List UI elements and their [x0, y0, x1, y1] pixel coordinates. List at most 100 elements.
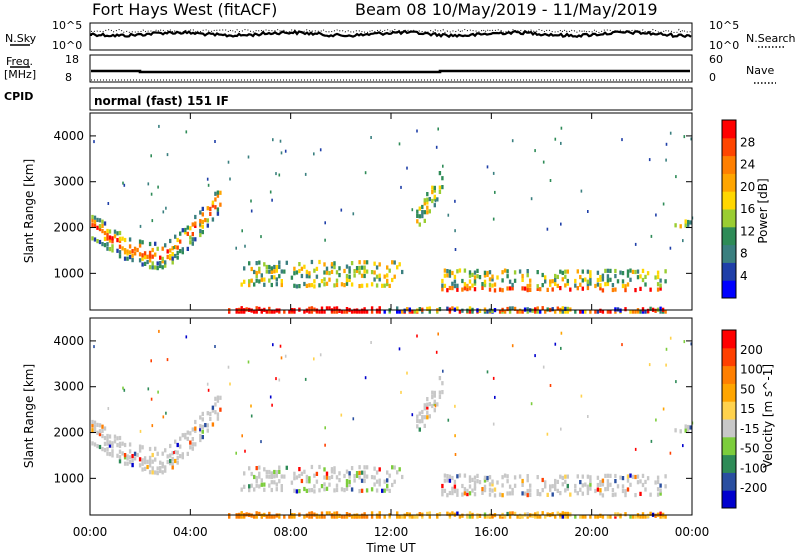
- velocity-cell: [654, 480, 657, 485]
- x-tick-label: 04:00: [173, 525, 208, 539]
- power-cell: [169, 238, 172, 244]
- velocity-cell: [308, 476, 311, 481]
- power-cell: [483, 273, 487, 278]
- nsky-trace: [89, 28, 692, 39]
- velocity-cell: [431, 403, 434, 409]
- power-cell: [98, 227, 102, 232]
- velocity-cell: [526, 488, 529, 494]
- power-cell: [521, 309, 524, 314]
- power-cell: [641, 268, 645, 273]
- power-cell: [586, 285, 590, 291]
- velocity-x-ticks: [89, 318, 693, 515]
- velocity-cell: [636, 480, 640, 485]
- power-cell: [684, 223, 687, 228]
- velocity-cell: [433, 399, 436, 404]
- power-cell: [463, 282, 467, 287]
- velocity-cell: [131, 463, 134, 468]
- power-cell: [438, 307, 442, 312]
- power-cell: [435, 145, 438, 149]
- power-cell: [566, 281, 569, 286]
- power-cell: [639, 309, 642, 314]
- power-cell: [300, 266, 304, 271]
- velocity-cell: [211, 422, 215, 427]
- velocity-cell: [156, 471, 159, 476]
- colorbar-swatch: [722, 330, 736, 349]
- velocity-cell: [209, 416, 212, 421]
- power-cell: [323, 282, 326, 287]
- velocity-cell: [386, 478, 389, 483]
- velocity-cell: [554, 486, 557, 491]
- velocity-cell: [273, 469, 276, 475]
- velocity-cell: [164, 468, 167, 473]
- velocity-cell: [258, 484, 261, 489]
- power-cell: [506, 306, 509, 312]
- power-cell: [148, 250, 152, 255]
- colorbar-tick-label: 28: [740, 135, 755, 149]
- velocity-cell: [216, 416, 220, 421]
- velocity-cell: [270, 487, 273, 493]
- velocity-cell: [235, 451, 237, 455]
- power-cell: [358, 270, 361, 275]
- velocity-cell: [526, 474, 529, 479]
- power-cell: [561, 309, 564, 314]
- power-cell: [581, 278, 584, 283]
- power-cell: [501, 288, 504, 293]
- power-cell: [373, 277, 376, 282]
- power-cell: [333, 265, 336, 270]
- power-y-axis-label: Slant Range [km]: [22, 159, 36, 263]
- velocity-cell: [589, 475, 592, 480]
- power-cell: [93, 219, 97, 224]
- power-cell: [682, 239, 684, 243]
- colorbar-swatch: [722, 191, 736, 210]
- velocity-cell: [358, 475, 361, 480]
- velocity-cell: [323, 487, 326, 492]
- velocity-cell: [106, 447, 109, 452]
- velocity-cell: [324, 443, 326, 447]
- power-cell: [128, 255, 132, 260]
- velocity-cell: [506, 491, 509, 496]
- velocity-cell: [194, 419, 197, 425]
- power-cell: [123, 248, 127, 253]
- velocity-cell: [101, 434, 104, 439]
- power-cell: [544, 309, 547, 314]
- velocity-cell: [151, 424, 154, 428]
- velocity-cell: [247, 360, 250, 364]
- velocity-cell: [325, 471, 329, 476]
- power-cell: [194, 237, 197, 242]
- power-cell: [604, 282, 607, 287]
- velocity-cell: [684, 428, 687, 433]
- velocity-cell: [641, 473, 645, 478]
- power-cell: [443, 283, 447, 288]
- velocity-cell: [338, 471, 341, 476]
- velocity-cell: [118, 455, 122, 460]
- velocity-cell: [448, 490, 452, 496]
- velocity-cell: [656, 475, 660, 480]
- velocity-cell: [580, 394, 583, 398]
- velocity-cell: [436, 402, 439, 407]
- velocity-cell: [283, 514, 286, 519]
- power-cell: [186, 225, 189, 230]
- velocity-cell: [418, 419, 421, 424]
- velocity-cell: [601, 482, 605, 487]
- power-cell: [566, 278, 569, 284]
- power-cell: [468, 309, 472, 314]
- power-cell: [536, 306, 539, 311]
- velocity-cell: [358, 470, 361, 475]
- velocity-cell: [526, 514, 529, 519]
- cpid-value: normal (fast) 151 IF: [94, 94, 229, 108]
- power-cell: [541, 306, 544, 311]
- velocity-cell: [659, 483, 662, 488]
- power-cell: [270, 309, 273, 314]
- power-cell: [614, 287, 617, 292]
- power-cell: [551, 279, 554, 284]
- power-cell: [442, 164, 444, 168]
- power-cell: [333, 261, 336, 266]
- colorbar-swatch: [722, 436, 736, 456]
- velocity-cell: [181, 433, 184, 438]
- power-cell: [318, 259, 321, 265]
- power-cell: [393, 260, 396, 265]
- power-x-ticks: [89, 113, 693, 310]
- power-cell: [584, 309, 587, 314]
- power-cell: [421, 210, 424, 215]
- velocity-cell: [426, 397, 429, 402]
